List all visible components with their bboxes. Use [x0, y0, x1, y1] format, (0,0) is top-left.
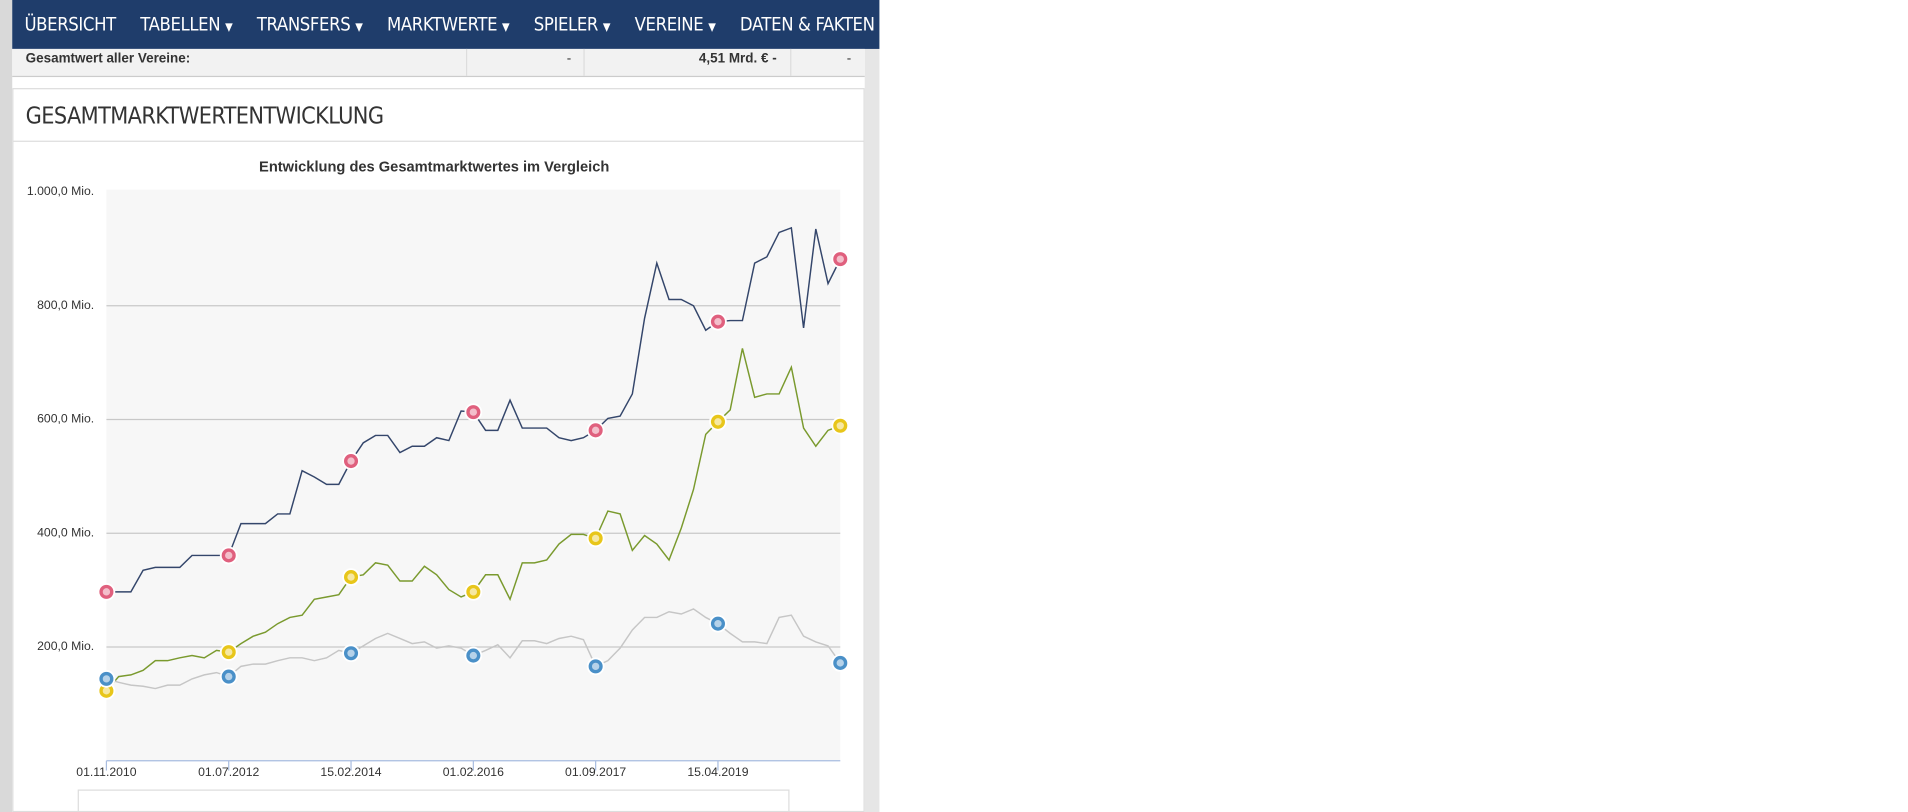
y-tick-label: 600,0 Mio. [37, 412, 94, 426]
x-tick-label: 01.09.2017 [565, 765, 626, 779]
summary-cell: - [566, 51, 572, 67]
logo-inner [469, 588, 478, 596]
summary-cell: - [846, 51, 852, 67]
cell-divider [790, 48, 865, 76]
side-strip [864, 48, 880, 812]
logo-inner [102, 687, 111, 695]
logo-inner [836, 255, 844, 263]
logo-inner [714, 318, 722, 326]
caret[interactable]: ▼ [879, 22, 887, 35]
logo-inner [591, 534, 600, 543]
left-strip [0, 0, 13, 812]
x-tick-label: 01.07.2012 [198, 765, 259, 779]
x-tick-label: 01.02.2016 [443, 765, 504, 779]
section-header: GESAMTMARKTWERTENTWICKLUNG [13, 89, 864, 142]
logo-inner [225, 648, 233, 656]
logo-inner [591, 426, 600, 434]
caret[interactable]: ▼ [225, 22, 233, 35]
logo-inner [714, 418, 722, 426]
y-tick-label: 1.000,0 Mio. [27, 184, 94, 198]
nav-label[interactable]: ÜBERSICHT [24, 13, 116, 36]
logo-inner [469, 408, 478, 416]
summary-row: Gesamtwert aller Vereine: - 4,51 Mrd. € … [12, 48, 865, 78]
summary-label: Gesamtwert aller Vereine: [25, 51, 191, 67]
navigator [77, 789, 790, 812]
caret[interactable]: ▼ [602, 22, 611, 35]
nav-item[interactable]: DATEN & FAKTEN ▼ [740, 13, 887, 35]
nav-label[interactable]: TABELLEN [140, 13, 221, 36]
caret[interactable]: ▼ [708, 22, 716, 35]
logo-inner [347, 457, 355, 465]
logo-inner [102, 675, 111, 683]
y-tick-label: 400,0 Mio. [37, 526, 94, 540]
logo-inner [836, 659, 844, 667]
section-title: GESAMTMARKTWERTENTWICKLUNG [25, 102, 384, 130]
nav-item[interactable]: TABELLEN ▼ [140, 13, 232, 35]
summary-cell: 4,51 Mrd. € - [698, 51, 777, 67]
logo-inner [225, 551, 233, 560]
nav-label[interactable]: MARKTWERTE [386, 13, 498, 36]
nav-label[interactable]: DATEN & FAKTEN [739, 13, 875, 36]
x-tick-label: 01.11.2010 [76, 765, 136, 779]
x-tick-label: 15.02.2014 [320, 765, 381, 779]
y-tick-label: 800,0 Mio. [37, 298, 94, 312]
caret[interactable]: ▼ [355, 22, 363, 35]
logo-inner [591, 662, 600, 671]
nav-item[interactable]: ÜBERSICHT [24, 13, 116, 36]
cell-divider [583, 48, 792, 76]
plot-area [106, 189, 841, 761]
y-tick-label: 200,0 Mio. [37, 639, 94, 653]
logo-inner [225, 672, 233, 681]
logo-inner [469, 651, 478, 660]
logo-inner [714, 620, 722, 628]
nav-bar: ÜBERSICHT TABELLEN ▼ TRANSFERS ▼ MARKTWERTE ▼ S… [12, 0, 887, 49]
caret[interactable]: ▼ [502, 22, 510, 35]
logo-inner [836, 422, 844, 430]
logo-inner [347, 649, 355, 657]
chart-title: Entwicklung des Gesamtmarktwertes im Ver… [259, 159, 609, 175]
logo-inner [102, 588, 111, 596]
nav-item[interactable]: MARKTWERTE ▼ [386, 13, 510, 36]
nav-item[interactable]: TRANSFERS ▼ [257, 13, 363, 35]
logo-inner [347, 573, 355, 581]
nav-label[interactable]: VEREINE [634, 13, 704, 36]
cell-divider [466, 48, 585, 76]
nav-item[interactable]: SPIELER ▼ [533, 13, 611, 36]
nav-label[interactable]: TRANSFERS [256, 13, 351, 36]
x-tick-label: 15.04.2019 [687, 765, 748, 779]
chart: Entwicklung des Gesamtmarktwertes im Ver… [27, 159, 850, 812]
nav-label[interactable]: SPIELER [533, 13, 599, 36]
nav-item[interactable]: VEREINE ▼ [635, 13, 716, 35]
